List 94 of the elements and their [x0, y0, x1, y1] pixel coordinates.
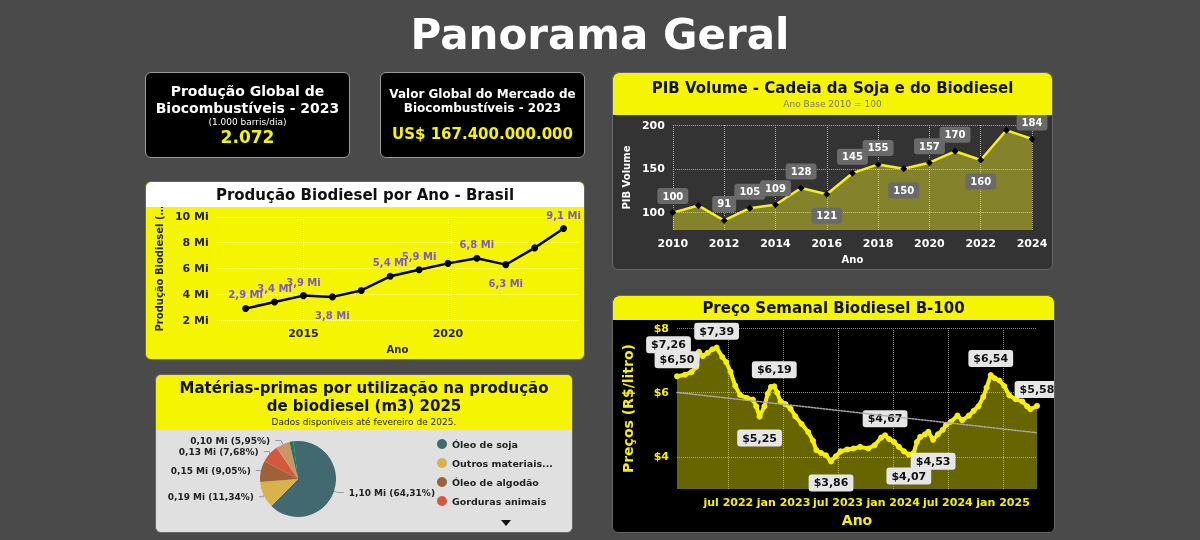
x-tick-label: 2018 — [862, 237, 894, 251]
text: 2.072 — [219, 127, 276, 147]
chart-title: Produção Biodiesel por Ano - Brasil — [146, 185, 584, 204]
data-label: 3,8 Mi — [315, 309, 350, 321]
data-label: 0,10 Mi (5,95%) — [190, 435, 271, 446]
y-tick-label: 2 Mi — [182, 313, 209, 327]
data-label: $4,67 — [867, 412, 903, 426]
x-axis-title: Ano — [841, 253, 864, 265]
data-label: 157 — [918, 140, 940, 152]
x-tick-label: 2020 — [432, 327, 464, 341]
data-label: $5,25 — [742, 431, 777, 445]
data-label: 170 — [944, 129, 966, 141]
point — [415, 266, 423, 274]
y-tick-label: $6 — [653, 385, 670, 399]
point — [502, 261, 510, 269]
data-label: $5,58 — [1019, 382, 1055, 396]
point — [299, 292, 307, 300]
data-label: 155 — [867, 142, 889, 154]
point — [444, 259, 452, 267]
data-label: 109 — [765, 182, 786, 194]
y-tick-label: 6 Mi — [182, 262, 209, 276]
data-label: $4,07 — [891, 469, 927, 483]
y-axis-title: PIB Volume — [620, 145, 632, 210]
point — [560, 225, 568, 233]
x-tick-label: 2020 — [914, 237, 946, 251]
data-label: $6,54 — [973, 352, 1009, 366]
x-axis-title: Ano — [386, 343, 409, 355]
x-tick-label: jul 2023 — [812, 496, 863, 510]
data-label: 150 — [893, 184, 915, 196]
x-tick-label: jan 2024 — [865, 496, 921, 510]
x-tick-label: jul 2024 — [921, 496, 974, 510]
data-label: $7,39 — [699, 324, 735, 338]
text: Valor Global do Mercado de Biocombustíveis - 2023 — [388, 87, 577, 115]
data-label: 9,1 Mi — [546, 209, 581, 221]
text: Panorama Geral — [409, 9, 791, 61]
data-label: 100 — [662, 190, 684, 202]
data-label: 105 — [739, 186, 761, 198]
x-tick-label: 2012 — [708, 237, 740, 251]
text: (1.000 barris/dia) — [207, 117, 288, 127]
x-tick-label: 2016 — [811, 237, 843, 251]
point — [473, 254, 481, 262]
chart-title: Matérias-primas por utilização na produção de biodiesel (m3) 2025 — [178, 378, 550, 415]
y-tick-label: 10 Mi — [174, 210, 209, 224]
data-label: 184 — [1021, 117, 1043, 129]
data-label: 0,19 Mi (11,34%) — [167, 491, 254, 502]
y-tick-label: 8 Mi — [182, 236, 209, 250]
point — [357, 286, 365, 294]
legend-label: Óleo de algodão — [452, 476, 540, 488]
data-label: 0,15 Mi (9,05%) — [170, 465, 251, 476]
chart-title: Preço Semanal Biodiesel B-100 — [613, 299, 1054, 317]
legend-label: Óleo de soja — [452, 438, 519, 450]
data-label: 6,3 Mi — [488, 277, 524, 289]
point — [328, 293, 336, 301]
chart-subtitle: Dados disponíveis até fevereiro de 2025. — [270, 416, 458, 427]
data-label: 121 — [816, 210, 838, 222]
data-label: $4,53 — [915, 454, 951, 468]
data-label: 1,10 Mi (64,31%) — [348, 487, 435, 498]
data-label: 6,8 Mi — [459, 239, 495, 251]
x-tick-label: jul 2022 — [702, 496, 754, 510]
legend-label: Gorduras animais — [452, 495, 547, 507]
data-label: $3,86 — [813, 476, 849, 490]
y-tick-label: $4 — [653, 450, 670, 464]
x-tick-label: 2014 — [760, 237, 792, 251]
x-tick-label: 2015 — [288, 327, 319, 341]
legend-label: Outros materiais... — [452, 457, 553, 469]
x-tick-label: 2010 — [657, 237, 689, 251]
data-label: 145 — [841, 151, 863, 163]
point — [386, 272, 394, 280]
chart-subtitle: Ano Base 2010 = 100 — [782, 99, 883, 109]
x-tick-label: jan 2025 — [975, 496, 1030, 510]
text: Produção Global de Biocombustíveis - 2023 — [154, 83, 341, 117]
y-tick-label: 4 Mi — [182, 287, 209, 301]
data-label: $6,19 — [756, 363, 792, 377]
data-label: 160 — [970, 176, 992, 188]
text: US$ 167.400.000.000 — [391, 125, 574, 143]
chart-title: PIB Volume - Cadeia da Soja e do Biodiesel — [650, 79, 1015, 97]
x-tick-label: jan 2023 — [755, 496, 811, 510]
x-tick-label: 2022 — [965, 237, 997, 251]
data-label: 0,13 Mi (7,68%) — [178, 446, 259, 457]
data-label: 91 — [717, 198, 732, 210]
y-axis-title: Produção Biodiesel (… — [153, 205, 165, 332]
data-label: $7,26 — [651, 338, 687, 352]
x-axis-title: Ano — [841, 512, 873, 528]
y-tick-label: 100 — [641, 206, 666, 220]
point — [531, 244, 539, 252]
y-tick-label: $8 — [653, 321, 669, 335]
point — [242, 305, 250, 312]
y-tick-label: 150 — [641, 162, 666, 176]
point — [271, 298, 279, 306]
data-label: 128 — [790, 166, 812, 178]
y-axis-title: Preços (R$/litro) — [620, 344, 636, 474]
y-tick-label: 200 — [641, 118, 666, 132]
data-label: $6,50 — [659, 353, 695, 367]
x-tick-label: 2024 — [1016, 237, 1048, 251]
